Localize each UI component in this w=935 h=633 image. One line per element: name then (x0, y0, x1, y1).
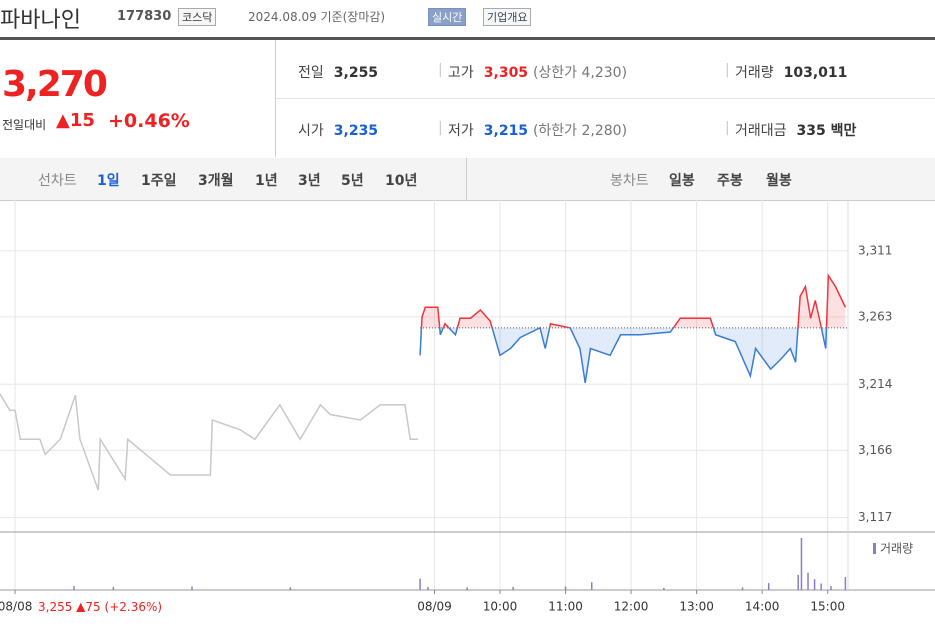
x-tick-label: 11:00 (548, 600, 583, 614)
realtime[interactable]: 실시간 (428, 8, 467, 26)
change: ▲15 (56, 110, 95, 131)
y-tick-label: 3,166 (858, 443, 892, 457)
volume-bar (820, 583, 822, 590)
line-down (419, 327, 828, 383)
volume-bar (797, 574, 799, 590)
x-tick-label: 13:00 (679, 600, 714, 614)
volume-bar (591, 582, 593, 590)
prev-day-info: 3,255 ▲75 (+2.36%) (38, 600, 162, 614)
cell-value: 3,305 (483, 65, 529, 81)
header: 파바나인 177830 코스닥 2024.08.09 기준(장마감) 실시간 기… (0, 0, 935, 40)
date: 2024.08.09 기준(장마감) (248, 10, 386, 24)
separator: | (725, 62, 730, 78)
area-down (420, 327, 846, 383)
summary-cell: 시가 3,235 (298, 120, 378, 140)
tab[interactable]: 5년 (341, 173, 364, 189)
volume-bar (813, 579, 816, 590)
volume-bar (419, 578, 421, 590)
x-tick-label: 08/08 (0, 600, 32, 614)
market: 코스닥 (178, 8, 217, 26)
stock-name: 파바나인 (0, 8, 81, 33)
volume-bar (800, 538, 803, 590)
tab[interactable]: 10년 (385, 173, 418, 189)
divider (276, 98, 935, 99)
summary-cell: | 거래대금 335 백만 (725, 120, 857, 140)
tab[interactable]: 1년 (255, 173, 278, 189)
tab[interactable]: 월봉 (766, 173, 792, 189)
tab[interactable]: 1일 (97, 173, 120, 189)
cell-value: 103,011 (783, 65, 848, 81)
rate: +0.46% (108, 110, 190, 132)
cell-extra: (하한가 2,280) (532, 123, 628, 139)
x-tick-label: 12:00 (614, 600, 649, 614)
separator: | (438, 62, 443, 78)
line (0, 393, 419, 491)
volume-bar (112, 586, 115, 590)
cell-label: 고가 (448, 65, 474, 81)
summary: 3,270 전일대비 ▲15 +0.46% 전일 3,255 | 고가 3,305 (상… (0, 40, 935, 159)
cell-label: 저가 (448, 123, 474, 139)
legend-label: 거래량 (880, 542, 913, 556)
cell-value: 3,255 (333, 65, 379, 81)
volume-bar (73, 586, 75, 590)
area-up (420, 275, 846, 328)
volume-bar (564, 586, 567, 590)
x-tick-label: 10:00 (483, 600, 518, 614)
volume-bar (427, 586, 429, 590)
chart: 3,311 3,263 3,214 3,166 3,117 08/08 08/09 10:00… (0, 200, 935, 614)
cell-label: 거래량 (735, 65, 774, 81)
change-label: 전일대비 (2, 118, 47, 132)
tab[interactable]: 3년 (298, 173, 321, 189)
cell-value: 3,235 (333, 123, 379, 139)
volume-bar (767, 583, 770, 590)
x-tick-label: 08/09 (417, 600, 452, 614)
tab[interactable]: 주봉 (717, 173, 743, 189)
y-tick-label: 3,311 (858, 243, 892, 257)
tab-divider (466, 158, 467, 200)
price-box: 3,270 전일대비 ▲15 +0.46% (0, 40, 276, 157)
volume-bar (512, 586, 514, 590)
x-tick-label: 14:00 (745, 600, 780, 614)
y-tick-label: 3,263 (858, 309, 892, 323)
volume-bar (289, 587, 292, 590)
cell-extra: (상한가 4,230) (532, 65, 628, 81)
y-tick-label: 3,117 (858, 510, 892, 524)
summary-cell: | 거래량 103,011 (725, 62, 848, 82)
volume-bar (844, 577, 847, 590)
tab[interactable]: 일봉 (669, 173, 695, 189)
volume-bar (466, 587, 469, 590)
separator: | (438, 120, 443, 136)
tab-bar: 선차트 1일 1주일 3개월 1년 3년 5년 10년 봉차트 일봉 주봉 월봉 (0, 158, 935, 201)
summary-cell: 전일 3,255 (298, 62, 378, 82)
cell-label: 전일 (298, 65, 324, 81)
summary-cell: | 고가 3,305 (상한가 4,230) (438, 62, 628, 82)
volume-bar (807, 572, 809, 590)
change-value: 15 (69, 110, 95, 131)
info-part: 75 (85, 600, 100, 614)
summary-cell: | 저가 3,215 (하한가 2,280) (438, 120, 628, 140)
volume-bar (191, 586, 193, 590)
company-info[interactable]: 기업개요 (483, 8, 532, 26)
tab[interactable]: 3개월 (198, 173, 234, 189)
stock-code: 177830 (117, 9, 172, 24)
volume-bar (741, 587, 744, 590)
separator: | (725, 120, 730, 136)
tab-label: 봉차트 (610, 173, 649, 189)
price: 3,270 (2, 64, 108, 105)
volume-bar (663, 587, 665, 590)
volume-bar (830, 586, 832, 590)
cell-value: 335 백만 (796, 123, 857, 139)
line-up (420, 273, 847, 328)
cell-label: 시가 (298, 123, 324, 139)
cell-label: 거래대금 (735, 123, 787, 139)
legend-swatch (873, 543, 876, 554)
info-part: (+2.36%) (105, 600, 163, 614)
x-tick-label: 15:00 (810, 600, 845, 614)
y-tick-label: 3,214 (858, 377, 892, 391)
tab-label: 선차트 (38, 173, 77, 189)
info-part: 3,255 (38, 600, 72, 614)
tab[interactable]: 1주일 (141, 173, 177, 189)
cell-value: 3,215 (483, 123, 529, 139)
